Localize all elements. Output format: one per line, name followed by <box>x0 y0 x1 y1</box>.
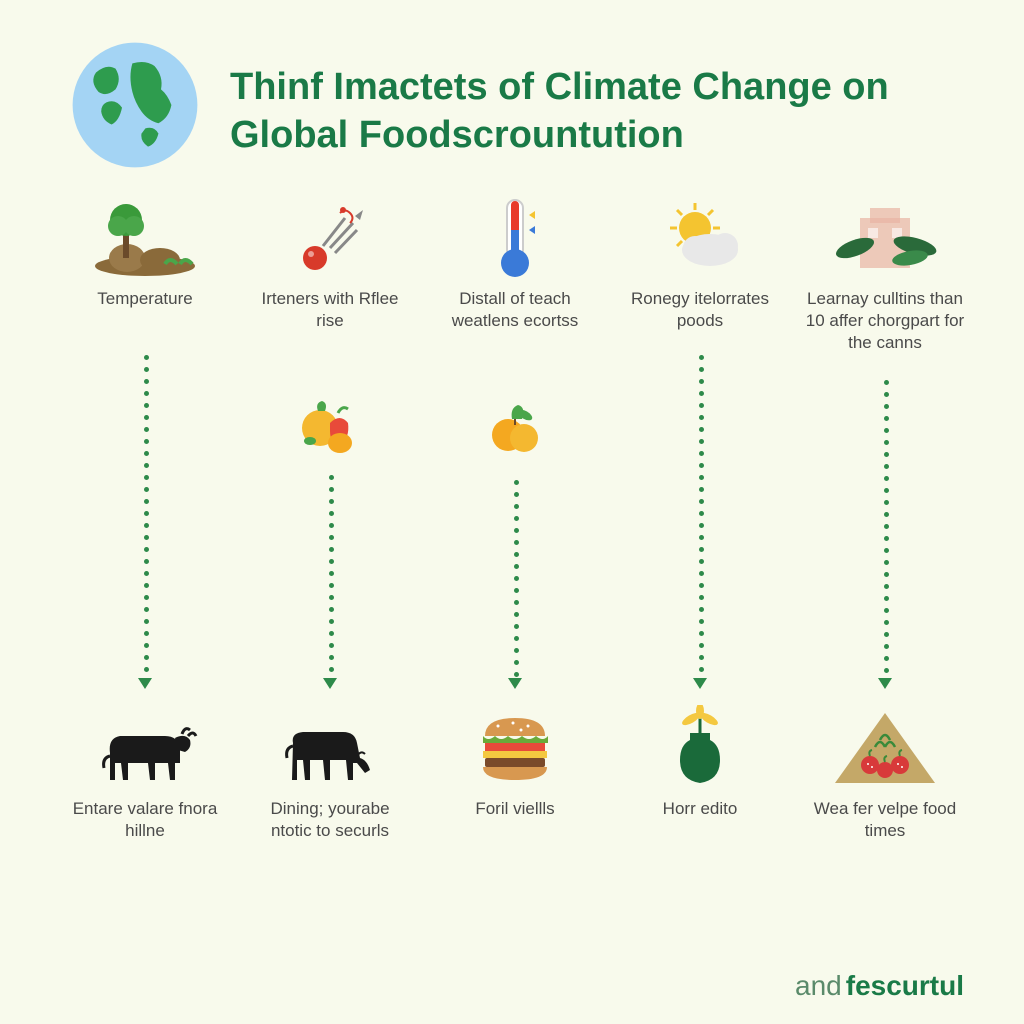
cell-pyramid: Wea fer velpe food times <box>800 705 970 842</box>
flow-arrow <box>884 380 886 685</box>
cell-temperature: Temperature <box>60 195 230 310</box>
cell-building: Learnay culltins than 10 affer chorgpart… <box>800 195 970 354</box>
footer-brand: andfescurtul <box>795 970 964 1002</box>
tree-mound-icon <box>60 195 230 280</box>
flow-arrow <box>514 480 516 685</box>
cell-storm: Irteners with Rflee rise <box>245 195 415 332</box>
sun-cloud-icon <box>615 195 785 280</box>
vase-sprout-icon <box>615 705 785 790</box>
globe-icon <box>70 40 200 175</box>
cell-citrus <box>430 390 600 473</box>
cell-fruits <box>245 390 415 473</box>
header: Thinf Imactets of Climate Change on Glob… <box>0 0 1024 185</box>
cell-cow-grazing: Dining; yourabe ntotic to securls <box>245 705 415 842</box>
citrus-icon <box>430 390 600 465</box>
building-leaves-icon <box>800 195 970 280</box>
cell-burger: Foril viellls <box>430 705 600 820</box>
cell-sun-cloud: Ronegy itelorrates poods <box>615 195 785 332</box>
cow-grazing-icon <box>245 705 415 790</box>
infographic-grid: Temperature Irteners with Rflee rise <box>0 185 1024 925</box>
cell-thermometer: Distall of teach weatlens ecortss <box>430 195 600 332</box>
thermometer-icon <box>430 195 600 280</box>
flow-arrow <box>329 475 331 685</box>
footer-prefix: and <box>795 970 842 1001</box>
burger-icon <box>430 705 600 790</box>
pyramid-food-icon <box>800 705 970 790</box>
label: Horr edito <box>615 798 785 820</box>
page-title: Thinf Imactets of Climate Change on Glob… <box>230 56 964 159</box>
label: Foril viellls <box>430 798 600 820</box>
label: Temperature <box>60 288 230 310</box>
label: Dining; yourabe ntotic to securls <box>245 798 415 842</box>
footer-name: fescurtul <box>846 970 964 1001</box>
flow-arrow <box>699 355 701 685</box>
label: Irteners with Rflee rise <box>245 288 415 332</box>
label: Distall of teach weatlens ecortss <box>430 288 600 332</box>
label: Entare valare fnora hillne <box>60 798 230 842</box>
cell-vase: Horr edito <box>615 705 785 820</box>
label: Learnay culltins than 10 affer chorgpart… <box>800 288 970 354</box>
fruits-icon <box>245 390 415 465</box>
cow-standing-icon <box>60 705 230 790</box>
label: Ronegy itelorrates poods <box>615 288 785 332</box>
storm-debris-icon <box>245 195 415 280</box>
cell-cow-standing: Entare valare fnora hillne <box>60 705 230 842</box>
label: Wea fer velpe food times <box>800 798 970 842</box>
flow-arrow <box>144 355 146 685</box>
